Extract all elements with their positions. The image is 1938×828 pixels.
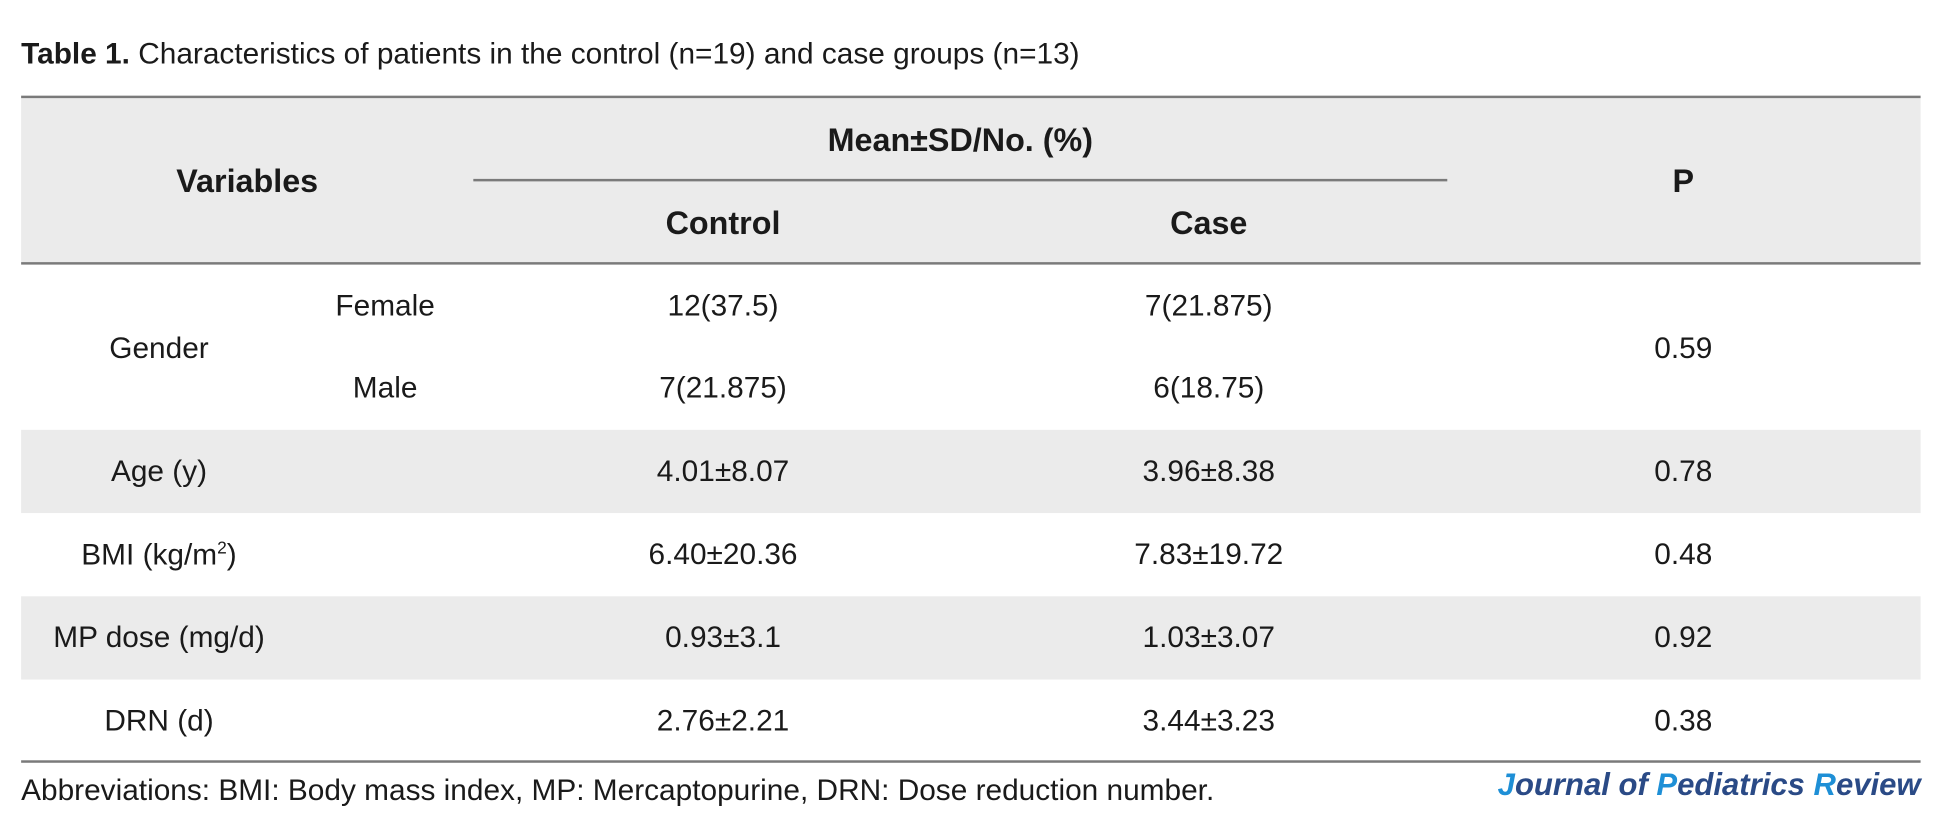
drn-label: DRN (d): [104, 704, 214, 738]
header-case: Case: [1170, 204, 1248, 242]
table-bottom-rule: [21, 760, 1921, 763]
male-case: 6(18.75): [1153, 371, 1265, 405]
caption-label: Table 1.: [21, 37, 130, 71]
group-header-rule: [473, 178, 1448, 182]
journal-logo-j: J: [1497, 767, 1515, 803]
age-label: Age (y): [110, 454, 208, 489]
journal-logo-eview: eview: [1835, 767, 1921, 803]
header-p: P: [1672, 162, 1695, 200]
header-control: Control: [665, 204, 781, 242]
drn-p: 0.38: [1654, 704, 1713, 738]
bmi-label-main: BMI (kg/m: [81, 538, 218, 573]
age-control: 4.01±8.07: [656, 454, 790, 489]
header-variables: Variables: [176, 162, 319, 200]
female-control: 12(37.5): [667, 289, 779, 323]
male-control: 7(21.875): [659, 371, 787, 405]
bmi-case: 7.83±19.72: [1134, 537, 1284, 572]
bmi-label-superscript: 2: [217, 537, 227, 558]
male-label: Male: [352, 371, 418, 405]
journal-logo-ediatrics: ediatrics: [1677, 767, 1814, 803]
bmi-p: 0.48: [1654, 537, 1713, 572]
bmi-label-end: ): [226, 538, 237, 573]
header-group: Mean±SD/No. (%): [827, 121, 1093, 159]
journal-logo: Journal of Pediatrics Review: [1498, 768, 1921, 804]
drn-control: 2.76±2.21: [656, 704, 790, 738]
bmi-label: BMI (kg/m2): [81, 537, 236, 573]
gender-p: 0.59: [1654, 331, 1713, 366]
table-caption: Table 1. Characteristics of patients in …: [21, 37, 1079, 72]
caption-text: Characteristics of patients in the contr…: [138, 37, 1080, 71]
journal-logo-p: P: [1656, 767, 1678, 803]
table-header-rule: [21, 262, 1921, 265]
mp-dose-case: 1.03±3.07: [1142, 621, 1275, 655]
age-case: 3.96±8.38: [1142, 454, 1275, 489]
journal-logo-r: R: [1813, 767, 1836, 803]
mp-dose-control: 0.93±3.1: [665, 621, 781, 655]
bmi-control: 6.40±20.36: [648, 537, 798, 572]
table-footnote: Abbreviations: BMI: Body mass index, MP:…: [21, 773, 1215, 808]
female-label: Female: [335, 289, 435, 323]
table-top-rule: [21, 95, 1921, 99]
gender-label: Gender: [109, 331, 209, 366]
mp-dose-p: 0.92: [1654, 621, 1713, 655]
female-case: 7(21.875): [1144, 289, 1273, 323]
age-p: 0.78: [1654, 454, 1713, 489]
row-band-mp: [21, 596, 1921, 680]
row-band-age: [21, 429, 1921, 514]
drn-case: 3.44±3.23: [1142, 704, 1275, 738]
mp-dose-label: MP dose (mg/d): [53, 621, 265, 655]
journal-logo-ournal-of: ournal of: [1514, 767, 1657, 803]
